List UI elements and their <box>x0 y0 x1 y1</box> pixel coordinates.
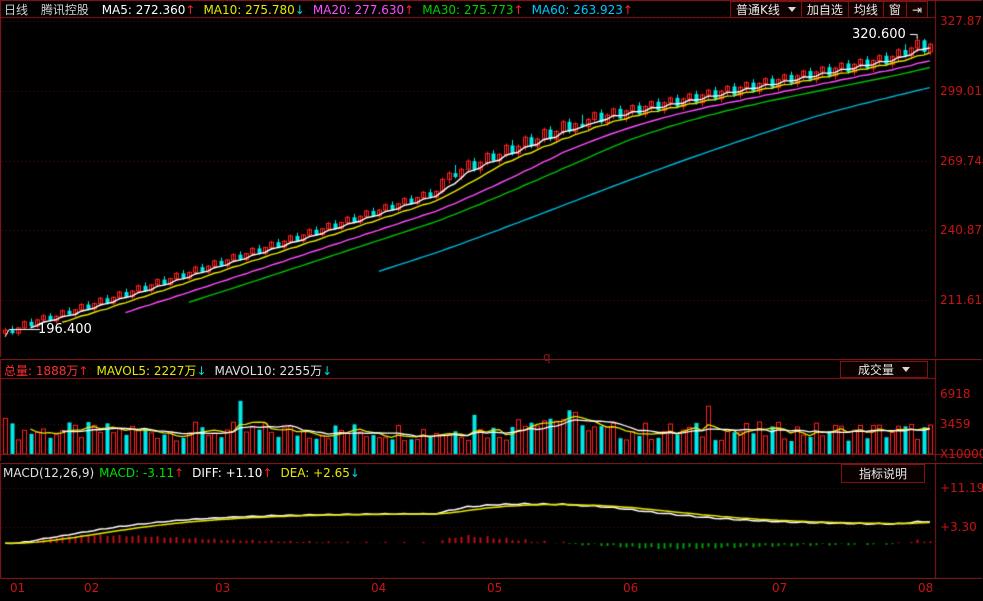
trend-arrow-icon: ↑ <box>404 3 415 17</box>
volume-indicator-mavol10: MAVOL10: 2255万↓ <box>214 364 333 378</box>
period-label: 日线 <box>4 3 29 17</box>
price-axis-label: 240.877 <box>940 223 983 237</box>
indicator-explain-label: 指标说明 <box>858 467 907 481</box>
trend-arrow-icon: ↓ <box>196 364 207 378</box>
price-chart-canvas[interactable] <box>0 0 983 358</box>
ma-indicator-ma5: MA5: 272.360↑ <box>101 3 196 17</box>
add-watchlist-label: 加自选 <box>806 2 843 17</box>
macd-chart-panel[interactable]: MACD(12,26,9) MACD: -3.11↑ DIFF: +1.10↑ DEA… <box>0 463 983 579</box>
ma-indicator-ma20: MA20: 277.630↑ <box>312 3 415 17</box>
date-axis-label: 07 <box>772 581 788 595</box>
arrow-right-to-bar-icon: ⇥ <box>911 2 922 17</box>
macd-axis-label: +11.19 <box>940 481 983 495</box>
chevron-down-icon <box>787 7 796 12</box>
expand-panel-button[interactable]: ⇥ <box>905 1 928 18</box>
date-axis-label: 06 <box>623 581 639 595</box>
window-button[interactable]: 窗 <box>882 1 907 18</box>
volume-indicator-dropdown[interactable]: 成交量 <box>840 361 928 378</box>
volume-axis-label: 3459 <box>940 417 971 431</box>
trend-arrow-icon: ↑ <box>513 3 524 17</box>
price-chart-panel[interactable]: 日线 腾讯控股 MA5: 272.360↑ MA10: 275.780↓ MA20:… <box>0 0 983 358</box>
price-axis-label: 211.610 <box>940 293 983 307</box>
date-axis-label: 04 <box>371 581 387 595</box>
volume-dropdown-label: 成交量 <box>857 363 894 377</box>
add-watchlist-button[interactable]: 加自选 <box>800 1 849 18</box>
trend-arrow-icon: ↓ <box>322 364 333 378</box>
date-axis: 01 02 03 04 05 06 07 08 <box>0 579 983 601</box>
chart-type-dropdown[interactable]: 普通K线 <box>730 1 802 18</box>
volume-legend: 总量: 1888万↑ MAVOL5: 2227万↓ MAVOL10: 2255万↓ <box>4 364 340 378</box>
chart-type-label: 普通K线 <box>736 2 780 17</box>
chart-toolbar[interactable]: 普通K线 加自选 均线 窗 ⇥ <box>730 1 928 18</box>
date-axis-label: 05 <box>487 581 503 595</box>
trend-arrow-icon: ↑ <box>622 3 633 17</box>
price-legend: 日线 腾讯控股 MA5: 272.360↑ MA10: 275.780↓ MA20:… <box>4 3 644 17</box>
window-label: 窗 <box>888 2 901 17</box>
date-axis-label: 01 <box>10 581 26 595</box>
low-price-marker: 196.400 <box>38 322 92 337</box>
indicator-explain-button[interactable]: 指标说明 <box>841 464 925 483</box>
trend-arrow-icon: ↓ <box>294 3 305 17</box>
symbol-name: 腾讯控股 <box>40 3 89 17</box>
high-price-marker: 320.600 <box>852 27 906 42</box>
date-axis-label: 08 <box>918 581 934 595</box>
macd-indicator-diff: DIFF: +1.10↑ <box>192 466 273 480</box>
macd-axis-label: +3.30 <box>940 520 977 534</box>
chevron-down-icon <box>902 367 910 372</box>
moving-average-label: 均线 <box>853 2 878 17</box>
volume-indicator-mavol5: MAVOL5: 2227万↓ <box>96 364 207 378</box>
volume-chart-panel[interactable]: 总量: 1888万↑ MAVOL5: 2227万↓ MAVOL10: 2255万↓ … <box>0 359 983 462</box>
price-axis-label: 269.744 <box>940 154 983 168</box>
macd-legend: MACD(12,26,9) MACD: -3.11↑ DIFF: +1.10↑ DEA… <box>3 466 368 480</box>
price-axis-label: 327.877 <box>940 14 983 28</box>
watermark-text: q <box>543 350 551 364</box>
volume-indicator-总量: 总量: 1888万↑ <box>4 364 89 378</box>
trend-arrow-icon: ↑ <box>185 3 196 17</box>
macd-chart-canvas[interactable] <box>0 463 983 579</box>
trend-arrow-icon: ↑ <box>78 364 89 378</box>
ma-legend-group: MA5: 272.360↑ MA10: 275.780↓ MA20: 277.630… <box>102 3 641 17</box>
price-axis-label: 299.011 <box>940 84 983 98</box>
macd-indicator-dea: DEA: +2.65↓ <box>280 466 360 480</box>
trend-arrow-icon: ↓ <box>349 466 360 480</box>
volume-axis-label: 6918 <box>940 387 971 401</box>
date-axis-label: 03 <box>215 581 231 595</box>
date-axis-label: 02 <box>84 581 100 595</box>
volume-chart-canvas[interactable] <box>0 359 983 462</box>
moving-average-button[interactable]: 均线 <box>847 1 884 18</box>
volume-unit-label: X10000 <box>940 447 983 461</box>
ma-indicator-ma60: MA60: 263.923↑ <box>531 3 633 17</box>
trend-arrow-icon: ↑ <box>262 466 273 480</box>
macd-indicator-macd: MACD: -3.11↑ <box>99 466 185 480</box>
ma-indicator-ma30: MA30: 275.773↑ <box>422 3 524 17</box>
macd-title: MACD(12,26,9) <box>3 466 95 480</box>
ma-indicator-ma10: MA10: 275.780↓ <box>203 3 305 17</box>
trend-arrow-icon: ↑ <box>174 466 185 480</box>
